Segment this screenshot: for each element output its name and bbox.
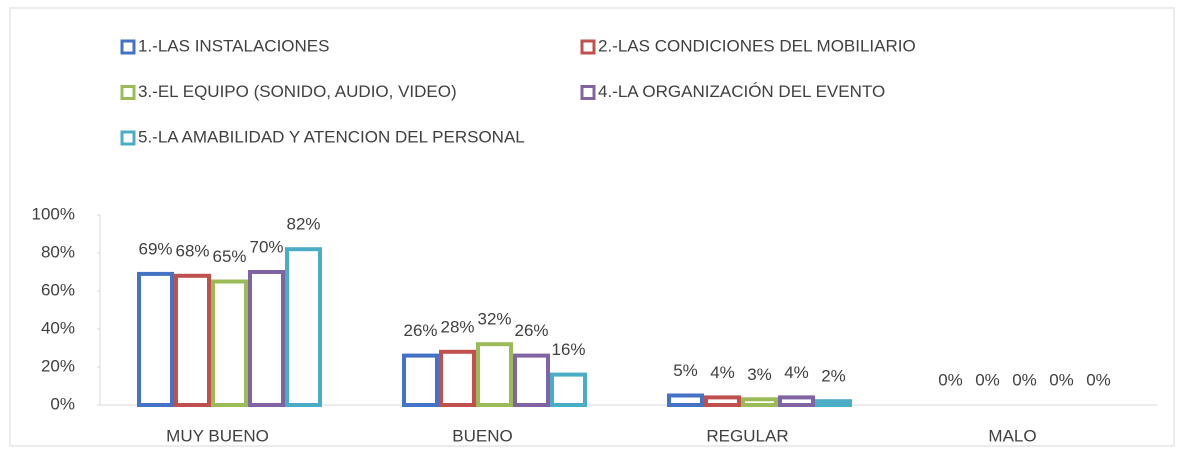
y-tick-label: 60% xyxy=(41,280,75,299)
legend-marker xyxy=(580,85,596,100)
value-label: 3% xyxy=(747,365,772,384)
legend-marker xyxy=(580,39,596,55)
x-tick-label: BUENO xyxy=(452,426,512,445)
bar xyxy=(285,247,322,407)
value-label: 0% xyxy=(975,370,1000,389)
value-label: 65% xyxy=(212,247,246,266)
legend-label: 2.-LAS CONDICIONES DEL MOBILIARIO xyxy=(598,36,916,55)
legend-label: 3.-EL EQUIPO (SONIDO, AUDIO, VIDEO) xyxy=(138,82,457,101)
bar xyxy=(439,349,476,407)
value-label: 69% xyxy=(138,239,172,258)
y-tick-label: 0% xyxy=(50,394,75,413)
value-label: 2% xyxy=(821,367,846,386)
bar xyxy=(402,353,439,408)
y-tick-label: 20% xyxy=(41,356,75,375)
value-label: 32% xyxy=(477,310,511,329)
value-label: 26% xyxy=(403,321,437,340)
bar xyxy=(476,342,513,408)
bar xyxy=(815,399,852,408)
legend-marker xyxy=(120,39,136,55)
legend-label: 5.-LA AMABILIDAD Y ATENCION DEL PERSONAL xyxy=(138,127,525,146)
value-label: 82% xyxy=(286,215,320,234)
bar xyxy=(704,395,741,407)
y-tick-label: 100% xyxy=(32,204,75,223)
value-label: 4% xyxy=(710,363,735,382)
value-label: 0% xyxy=(1012,370,1037,389)
bar xyxy=(550,372,587,408)
value-label: 4% xyxy=(784,363,809,382)
legend-label: 1.-LAS INSTALACIONES xyxy=(138,36,329,55)
bar xyxy=(667,393,704,407)
value-label: 0% xyxy=(938,370,963,389)
bar xyxy=(174,273,211,407)
value-label: 5% xyxy=(673,361,698,380)
bar xyxy=(513,353,550,408)
value-label: 28% xyxy=(440,317,474,336)
value-label: 16% xyxy=(551,340,585,359)
legend-marker xyxy=(120,85,136,100)
value-label: 68% xyxy=(175,241,209,260)
y-tick-label: 80% xyxy=(41,242,75,261)
x-tick-label: REGULAR xyxy=(706,426,788,445)
value-label: 26% xyxy=(514,321,548,340)
x-tick-label: MUY BUENO xyxy=(166,426,269,445)
bar xyxy=(211,279,248,407)
bar xyxy=(137,271,174,407)
bar xyxy=(248,270,285,407)
x-tick-label: MALO xyxy=(988,426,1036,445)
bar xyxy=(741,397,778,407)
value-label: 70% xyxy=(249,237,283,256)
y-tick-label: 40% xyxy=(41,318,75,337)
legend-label: 4.-LA ORGANIZACIÓN DEL EVENTO xyxy=(598,82,885,101)
value-label: 0% xyxy=(1049,370,1074,389)
legend-marker xyxy=(120,130,136,146)
bar xyxy=(778,395,815,407)
value-label: 0% xyxy=(1086,370,1111,389)
